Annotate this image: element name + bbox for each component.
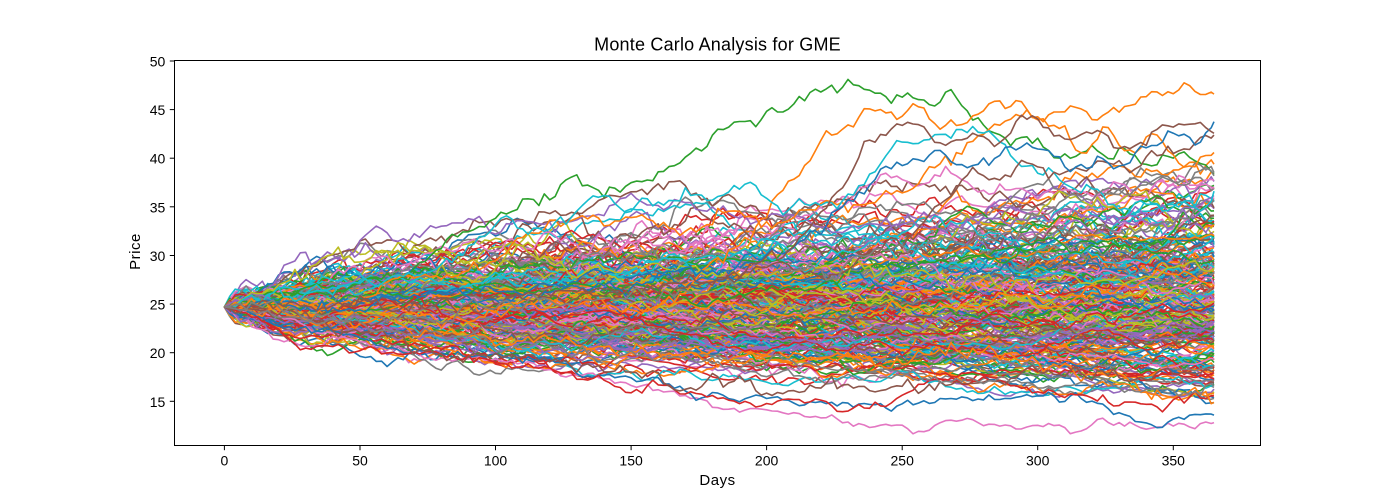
svg-text:250: 250: [891, 452, 915, 468]
svg-text:30: 30: [150, 248, 166, 264]
svg-text:150: 150: [619, 452, 643, 468]
svg-text:20: 20: [150, 345, 166, 361]
svg-text:Days: Days: [699, 472, 735, 489]
svg-text:40: 40: [150, 151, 166, 167]
svg-text:100: 100: [484, 452, 508, 468]
svg-text:25: 25: [150, 297, 166, 313]
svg-text:Monte Carlo Analysis for GME: Monte Carlo Analysis for GME: [594, 35, 841, 55]
svg-text:35: 35: [150, 199, 166, 215]
svg-text:50: 50: [150, 54, 166, 70]
svg-text:Price: Price: [127, 233, 144, 270]
svg-text:200: 200: [755, 452, 779, 468]
svg-text:45: 45: [150, 102, 166, 118]
svg-text:350: 350: [1162, 452, 1186, 468]
svg-text:0: 0: [221, 452, 229, 468]
svg-text:15: 15: [150, 394, 166, 410]
svg-text:50: 50: [352, 452, 368, 468]
svg-text:300: 300: [1026, 452, 1050, 468]
